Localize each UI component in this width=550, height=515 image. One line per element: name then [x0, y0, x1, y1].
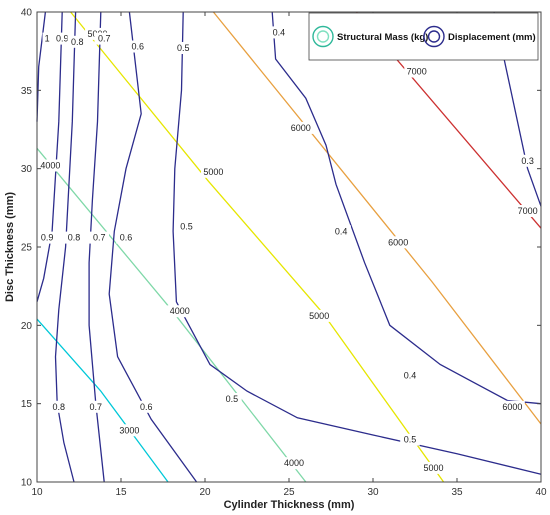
contour-label-bg: [201, 165, 226, 178]
contour-label-bg: [49, 400, 69, 413]
contour-label-bg: [421, 461, 446, 474]
contour-label-bg: [167, 305, 193, 318]
contour-label: 4000: [170, 306, 190, 316]
contour-label: 0.4: [273, 27, 286, 37]
contour-label: 5000: [203, 167, 223, 177]
contour-label: 1: [45, 34, 50, 44]
contour-label: 0.4: [404, 371, 417, 381]
contour-label: 0.7: [90, 402, 103, 412]
x-axis-ticks: 10 15 20 25 30 35 40: [31, 12, 547, 498]
y-tick-label: 30: [21, 164, 33, 175]
y-axis-label: Disc Thickness (mm): [4, 192, 16, 302]
contour-label: 7000: [518, 206, 538, 216]
x-tick-label: 35: [451, 487, 463, 498]
contour-labels: 3000400040004000500050005000500060006000…: [37, 26, 540, 474]
legend-entry-label: Displacement (mm): [448, 32, 536, 43]
plot-area: [37, 12, 541, 482]
contour-label: 0.6: [140, 402, 153, 412]
contour-label: 4000: [40, 161, 60, 171]
legend-entry-label: Structural Mass (kg): [337, 32, 428, 43]
contour-label-bg: [86, 400, 106, 413]
mass-contour-6000: [212, 11, 542, 425]
contour-label: 0.9: [56, 34, 69, 44]
contour-label: 6000: [291, 123, 311, 133]
y-axis-ticks: 10 15 20 25 30 35 40: [21, 8, 541, 489]
contour-label-bg: [222, 393, 242, 405]
x-tick-label: 40: [535, 487, 547, 498]
contour-label-bg: [400, 369, 420, 382]
contour-label-bg: [64, 231, 84, 244]
x-tick-label: 25: [283, 487, 295, 498]
contour-label-bg: [515, 205, 540, 217]
contour-label-bg: [176, 220, 197, 233]
contour-label-bg: [67, 35, 88, 48]
contour-label-bg: [517, 154, 538, 167]
contour-label: 0.5: [177, 43, 190, 53]
contour-label: 5000: [423, 463, 443, 473]
displacement-contour-1: [36, 11, 47, 122]
x-tick-label: 20: [199, 487, 211, 498]
contour-label: 0.6: [132, 42, 145, 52]
x-tick-label: 30: [367, 487, 379, 498]
legend-icon-inner: [427, 30, 441, 43]
contour-label: 0.5: [226, 394, 239, 404]
contour-label: 0.3: [521, 156, 534, 166]
contour-label: 0.6: [120, 233, 133, 243]
contour-label: 0.8: [53, 402, 66, 412]
contour-label-bg: [331, 225, 351, 238]
displacement-contour-0.8: [54, 11, 77, 483]
contour-label: 0.7: [98, 34, 111, 44]
mass-contour-3000: [36, 318, 169, 483]
contour-label-bg: [89, 231, 109, 244]
contour-label-bg: [288, 121, 314, 134]
contour-label-bg: [281, 457, 307, 470]
contour-label-bg: [173, 42, 193, 54]
contour-label-bg: [38, 159, 63, 172]
contour-label-bg: [269, 26, 289, 39]
displacement-contour-0.9: [36, 11, 63, 302]
contour-label-bg: [116, 231, 136, 244]
contour-label: 5000: [309, 311, 329, 321]
contour-label-bg: [52, 32, 72, 45]
contour-label: 0.5: [180, 222, 193, 232]
y-tick-label: 10: [21, 478, 33, 489]
legend: Structural Mass (kg) Displacement (mm): [308, 12, 539, 61]
contour-label-bg: [94, 32, 114, 45]
contour-label: 0.7: [93, 233, 106, 243]
y-tick-label: 15: [21, 399, 33, 410]
contour-label-bg: [306, 309, 332, 322]
contour-label: 0.8: [71, 37, 84, 47]
contour-label: 0.8: [68, 233, 81, 243]
contour-label: 0.9: [41, 233, 54, 243]
contour-label: 7000: [407, 67, 427, 77]
x-tick-label: 15: [115, 487, 127, 498]
contour-label-bg: [404, 65, 430, 78]
contour-label-bg: [400, 433, 420, 446]
contour-label-bg: [42, 32, 52, 45]
contour-label: 6000: [388, 237, 408, 247]
y-tick-label: 20: [21, 321, 33, 332]
y-tick-label: 25: [21, 243, 33, 254]
displacement-contour-0.4: [271, 11, 542, 405]
contour-label: 3000: [119, 425, 139, 435]
contour-label-bg: [117, 424, 142, 437]
y-tick-label: 40: [21, 8, 33, 19]
contour-label: 4000: [284, 458, 304, 468]
y-tick-label: 35: [21, 86, 33, 97]
contour-label-bg: [500, 400, 525, 413]
contour-label: 0.4: [335, 226, 348, 236]
x-axis-label: Cylinder Thickness (mm): [224, 499, 355, 511]
contour-label: 6000: [502, 402, 522, 412]
contour-label: 0.5: [404, 435, 417, 445]
contour-label-bg: [37, 231, 57, 244]
legend-icon-outer: [312, 25, 334, 48]
contour-label-bg: [136, 400, 156, 413]
legend-icon-outer: [423, 25, 445, 48]
legend-entries: Structural Mass (kg) Displacement (mm): [312, 25, 536, 48]
contour-label-bg: [128, 40, 148, 53]
x-tick-label: 10: [31, 487, 43, 498]
legend-icon-inner: [316, 30, 330, 43]
contour-label-bg: [385, 236, 411, 249]
